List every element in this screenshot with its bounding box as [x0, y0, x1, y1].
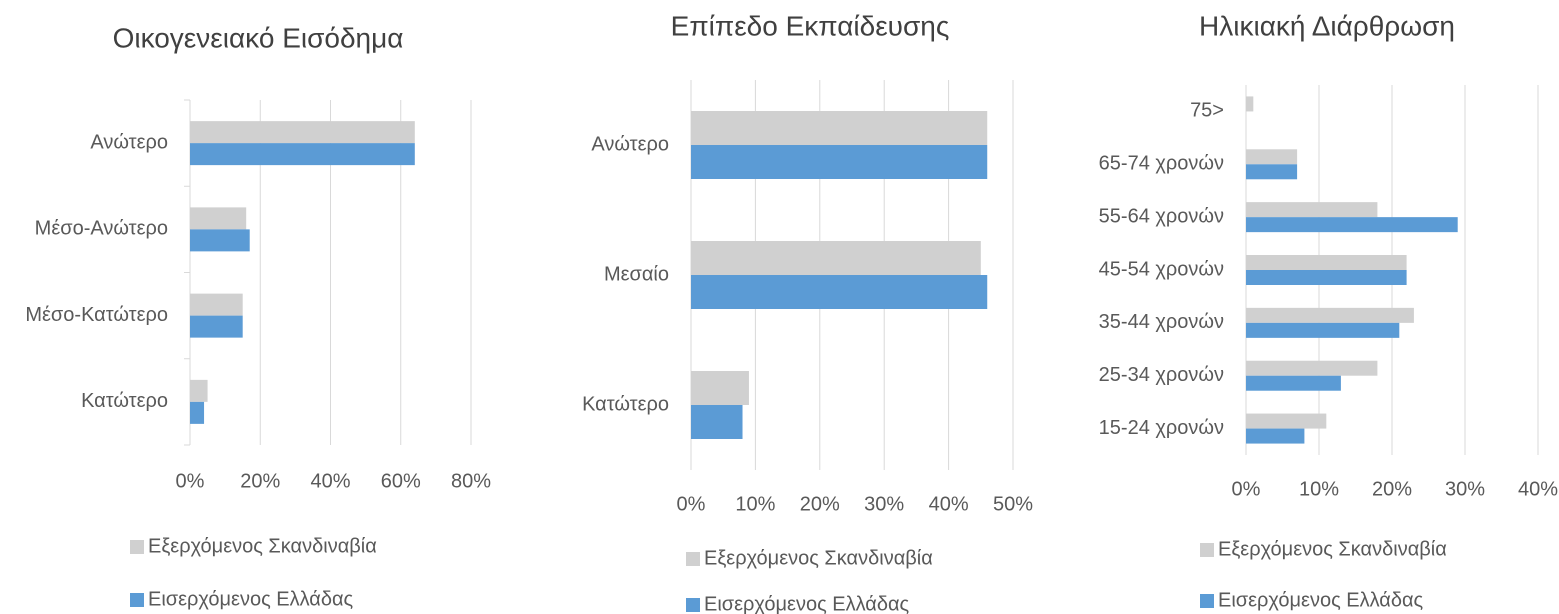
y-tick-label: 45-54 χρονών: [1099, 258, 1224, 280]
x-tick-label: 30%: [1445, 478, 1485, 500]
legend-swatch: [686, 552, 700, 566]
bar: [1246, 96, 1254, 112]
x-tick-label: 0%: [1232, 478, 1261, 500]
bar: [691, 111, 988, 145]
chart-title: Ηλικιακή Διάρθρωση: [1199, 10, 1455, 41]
bar: [1246, 270, 1407, 285]
chart-title: Επίπεδο Εκπαίδευσης: [671, 10, 950, 41]
y-tick-label: Κατώτερο: [81, 390, 168, 412]
legend-swatch: [1200, 543, 1214, 557]
y-tick-label: 55-64 χρονών: [1099, 205, 1224, 227]
bar: [190, 207, 247, 230]
bar: [190, 121, 415, 144]
bar: [691, 371, 749, 405]
y-tick-label: Μέσο-Κατώτερο: [25, 304, 168, 326]
chart-title: Οικογενειακό Εισόδημα: [113, 22, 404, 53]
bar: [1246, 149, 1298, 165]
x-tick-label: 0%: [677, 493, 706, 515]
bar: [1246, 322, 1400, 338]
bar: [190, 143, 415, 166]
x-tick-label: 10%: [735, 493, 775, 515]
x-tick-label: 50%: [993, 493, 1033, 515]
y-tick-label: 25-34 χρονών: [1099, 364, 1224, 386]
x-tick-label: 20%: [1372, 478, 1412, 500]
legend-label: Εισερχόμενος Ελλάδας: [704, 593, 910, 614]
x-tick-label: 40%: [1518, 478, 1558, 500]
bar: [190, 293, 243, 316]
bar: [1246, 217, 1458, 233]
bar: [691, 275, 988, 309]
bar: [1246, 375, 1341, 391]
legend-label: Εισερχόμενος Ελλάδας: [1218, 589, 1424, 611]
bar: [1246, 164, 1298, 180]
bar: [1246, 428, 1305, 444]
bar: [190, 379, 208, 402]
bar: [1246, 255, 1407, 270]
legend-label: Εξερχόμενος Σκανδιναβία: [704, 547, 933, 569]
y-tick-label: Ανώτερο: [591, 133, 669, 155]
x-tick-label: 10%: [1299, 478, 1339, 500]
x-tick-label: 40%: [929, 493, 969, 515]
y-tick-label: Ανώτερο: [90, 131, 168, 153]
legend-swatch: [130, 540, 144, 554]
bar: [1246, 413, 1327, 429]
legend-swatch: [1200, 594, 1214, 608]
x-tick-label: 40%: [310, 470, 350, 492]
bar: [190, 229, 250, 252]
y-tick-label: Μεσαίο: [604, 263, 669, 285]
bar: [1246, 360, 1378, 376]
y-tick-label: Κατώτερο: [582, 393, 669, 415]
legend-swatch: [130, 593, 144, 607]
legend-swatch: [686, 598, 700, 612]
y-tick-label: 75>: [1190, 100, 1224, 122]
legend-label: Εξερχόμενος Σκανδιναβία: [1218, 538, 1447, 560]
x-tick-label: 20%: [800, 493, 840, 515]
x-tick-label: 20%: [240, 470, 280, 492]
bar: [1246, 307, 1414, 323]
x-tick-label: 60%: [381, 470, 421, 492]
y-tick-label: 35-44 χρονών: [1099, 311, 1224, 333]
bar: [691, 405, 743, 439]
x-tick-label: 30%: [864, 493, 904, 515]
y-tick-label: Μέσο-Ανώτερο: [35, 218, 168, 240]
bar: [190, 401, 205, 424]
legend-label: Εξερχόμενος Σκανδιναβία: [148, 535, 377, 557]
bar: [691, 145, 988, 179]
x-tick-label: 80%: [451, 470, 491, 492]
x-tick-label: 0%: [176, 470, 205, 492]
bar: [691, 241, 981, 275]
bar: [190, 315, 243, 338]
legend-label: Εισερχόμενος Ελλάδας: [148, 588, 354, 610]
y-tick-label: 65-74 χρονών: [1099, 153, 1224, 175]
bar: [1246, 202, 1378, 218]
y-tick-label: 15-24 χρονών: [1099, 417, 1224, 439]
